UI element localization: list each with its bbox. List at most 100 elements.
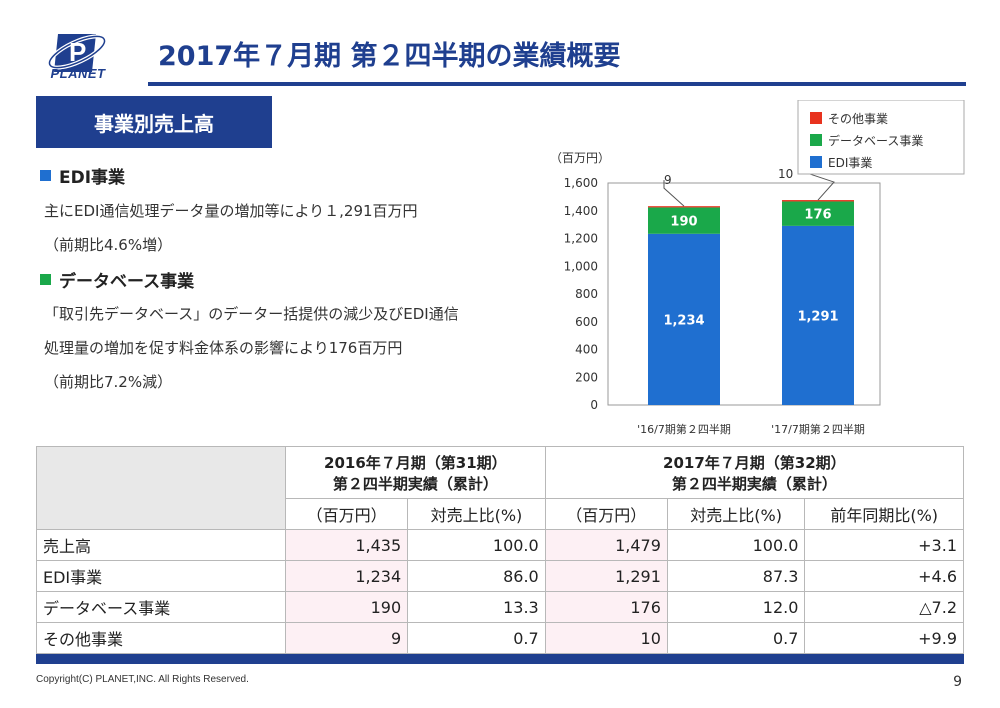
group2-line2: 第２四半期実績（累計） bbox=[671, 474, 837, 493]
row-label: 売上高 bbox=[36, 529, 286, 561]
cell: 10 bbox=[544, 622, 668, 654]
row-label: EDI事業 bbox=[36, 560, 286, 592]
bar-segment bbox=[648, 233, 720, 405]
legend-box bbox=[797, 100, 965, 175]
legend-label: EDI事業 bbox=[828, 156, 872, 170]
sub-header: 対売上比(%) bbox=[666, 498, 806, 530]
sub-header: （百万円） bbox=[544, 498, 668, 530]
cell: 1,234 bbox=[284, 560, 409, 592]
chart-unit-label: （百万円） bbox=[550, 151, 610, 165]
x-tick-label: '16/7期第２四半期 bbox=[637, 422, 731, 436]
legend-swatch bbox=[810, 134, 822, 146]
sub-header: 対売上比(%) bbox=[407, 498, 546, 530]
data-label: 1,234 bbox=[663, 313, 704, 328]
cell: 0.7 bbox=[407, 622, 546, 654]
cell: 1,435 bbox=[284, 529, 409, 561]
sub-header: （百万円） bbox=[284, 498, 409, 530]
y-tick-label: 600 bbox=[575, 315, 598, 329]
cell: 13.3 bbox=[407, 591, 546, 623]
cell: 0.7 bbox=[666, 622, 806, 654]
db-line2: 処理量の増加を促す料金体系の影響により176百万円 bbox=[44, 339, 403, 357]
group1-line1: 2016年７月期（第31期） bbox=[324, 453, 507, 472]
leader-line bbox=[809, 173, 835, 201]
blue-square-icon bbox=[40, 170, 51, 181]
cell: 86.0 bbox=[407, 560, 546, 592]
cell: +3.1 bbox=[804, 529, 964, 561]
y-tick-label: 200 bbox=[575, 370, 598, 384]
row-label: その他事業 bbox=[36, 622, 286, 654]
svg-text:P: P bbox=[69, 37, 86, 67]
y-tick-label: 1,000 bbox=[564, 259, 598, 273]
plot-area bbox=[607, 182, 881, 406]
data-label: 9 bbox=[664, 173, 672, 187]
data-label: 176 bbox=[804, 208, 831, 223]
cell: 87.3 bbox=[666, 560, 806, 592]
cell: 176 bbox=[544, 591, 668, 623]
db-heading-text: データベース事業 bbox=[59, 272, 195, 292]
page-title: 2017年７月期 第２四半期の業績概要 bbox=[158, 41, 621, 72]
y-tick-label: 800 bbox=[575, 287, 598, 301]
bar-segment bbox=[648, 206, 720, 208]
cell: 1,479 bbox=[544, 529, 668, 561]
cell: +4.6 bbox=[804, 560, 964, 592]
legend-swatch bbox=[810, 112, 822, 124]
cell: 12.0 bbox=[666, 591, 806, 623]
edi-heading-text: EDI事業 bbox=[59, 168, 126, 188]
footer-bar bbox=[36, 654, 964, 664]
cell: △7.2 bbox=[804, 591, 964, 623]
data-label: 1,291 bbox=[797, 309, 838, 324]
bar-segment bbox=[782, 200, 854, 202]
bar-segment bbox=[648, 207, 720, 234]
edi-line2: （前期比4.6%増） bbox=[44, 236, 173, 254]
group2-line1: 2017年７月期（第32期） bbox=[663, 453, 846, 472]
cell: 9 bbox=[284, 622, 409, 654]
data-label: 10 bbox=[778, 167, 793, 181]
table-row: その他事業 9 0.7 10 0.7 +9.9 bbox=[36, 622, 964, 654]
y-tick-label: 1,400 bbox=[564, 204, 598, 218]
data-label: 190 bbox=[670, 215, 697, 230]
group1-line2: 第２四半期実績（累計） bbox=[332, 474, 498, 493]
page-number: 9 bbox=[953, 674, 962, 690]
cell: 190 bbox=[284, 591, 409, 623]
revenue-stacked-bar-chart: （百万円） 0 200 400 600 800 1,000 1,200 1,400 1,600 1,… bbox=[550, 100, 965, 436]
edi-description: 主にEDI通信処理データ量の増加等により１,291百万円 （前期比4.6%増） bbox=[44, 194, 418, 262]
x-tick-label: '17/7期第２四半期 bbox=[771, 422, 865, 436]
logo-text: PLANET bbox=[50, 66, 106, 81]
green-square-icon bbox=[40, 274, 51, 285]
bar-segment bbox=[782, 225, 854, 405]
y-tick-label: 1,600 bbox=[564, 176, 598, 190]
cell: +9.9 bbox=[804, 622, 964, 654]
copyright: Copyright(C) PLANET,INC. All Rights Rese… bbox=[36, 674, 249, 685]
section-label: 事業別売上高 bbox=[36, 96, 272, 148]
table-row: データベース事業 190 13.3 176 12.0 △7.2 bbox=[36, 591, 964, 623]
db-heading: データベース事業 bbox=[40, 267, 194, 292]
planet-logo-icon: P bbox=[47, 34, 107, 72]
db-description: 「取引先データベース」のデーター括提供の減少及びEDI通信 処理量の増加を促す料… bbox=[44, 297, 459, 399]
bar-segment bbox=[782, 201, 854, 226]
db-line1: 「取引先データベース」のデーター括提供の減少及びEDI通信 bbox=[44, 305, 459, 323]
table-row: 売上高 1,435 100.0 1,479 100.0 +3.1 bbox=[36, 529, 964, 561]
y-tick-label: 0 bbox=[590, 398, 598, 412]
table-sub-header-row: （百万円） 対売上比(%) （百万円） 対売上比(%) 前年同期比(%) bbox=[37, 498, 964, 530]
legend-swatch bbox=[810, 156, 822, 168]
table-group1-header: 2016年７月期（第31期） 第２四半期実績（累計） bbox=[285, 446, 546, 499]
table-group2-header: 2017年７月期（第32期） 第２四半期実績（累計） bbox=[544, 446, 965, 499]
table-row: EDI事業 1,234 86.0 1,291 87.3 +4.6 bbox=[36, 560, 964, 592]
leader-line bbox=[663, 180, 685, 207]
edi-heading: EDI事業 bbox=[40, 163, 125, 188]
y-tick-label: 1,200 bbox=[564, 232, 598, 246]
cell: 1,291 bbox=[544, 560, 668, 592]
sub-header: 前年同期比(%) bbox=[804, 498, 964, 530]
cell: 100.0 bbox=[666, 529, 806, 561]
segment-sales-table: 2016年７月期（第31期） 第２四半期実績（累計） 2017年７月期（第32期… bbox=[36, 446, 965, 654]
title-rule bbox=[148, 82, 966, 86]
legend-label: その他事業 bbox=[828, 112, 888, 126]
db-line3: （前期比7.2%減） bbox=[44, 373, 173, 391]
y-tick-label: 400 bbox=[575, 343, 598, 357]
cell: 100.0 bbox=[407, 529, 546, 561]
edi-line1: 主にEDI通信処理データ量の増加等により１,291百万円 bbox=[44, 202, 418, 220]
table-corner-cell bbox=[36, 446, 286, 530]
legend-label: データベース事業 bbox=[828, 133, 923, 148]
table-group-header-row: 2016年７月期（第31期） 第２四半期実績（累計） 2017年７月期（第32期… bbox=[36, 446, 965, 530]
row-label: データベース事業 bbox=[36, 591, 286, 623]
